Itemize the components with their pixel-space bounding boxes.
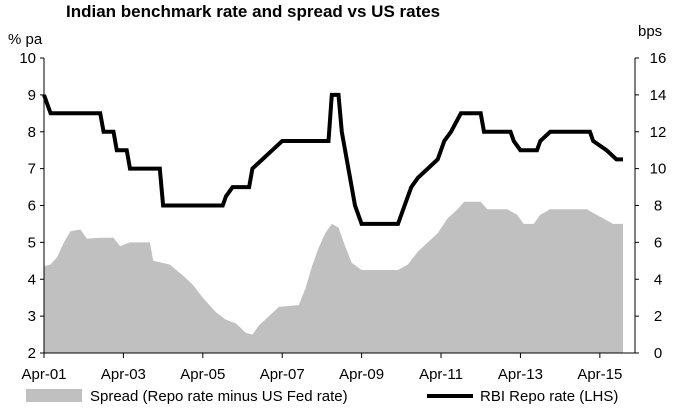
x-tick-label: Apr-03 (101, 366, 146, 383)
left-tick-label: 2 (28, 345, 36, 362)
legend-label-spread: Spread (Repo rate minus US Fed rate) (90, 388, 348, 405)
left-tick-label: 4 (28, 271, 36, 288)
right-tick-label: 12 (650, 124, 667, 141)
spread-area-layer (44, 201, 623, 353)
right-tick-label: 8 (654, 198, 662, 215)
repo-rate-line-layer (42, 92, 623, 226)
left-tick-label: 10 (19, 50, 36, 67)
x-tick-label: Apr-09 (339, 366, 384, 383)
chart-title: Indian benchmark rate and spread vs US r… (66, 2, 440, 21)
legend-label-repo: RBI Repo rate (LHS) (480, 388, 618, 405)
right-tick-label: 14 (650, 87, 667, 104)
legend-swatch-spread (26, 389, 82, 402)
right-tick-label: 2 (654, 308, 662, 325)
x-tick-label: Apr-15 (577, 366, 622, 383)
right-tick-label: 4 (654, 271, 662, 288)
right-tick-label: 10 (650, 161, 667, 178)
left-tick-label: 7 (28, 161, 36, 178)
left-tick-label: 6 (28, 198, 36, 215)
left-tick-label: 9 (28, 87, 36, 104)
left-tick-label: 8 (28, 124, 36, 141)
x-tick-label: Apr-13 (498, 366, 543, 383)
axes-layer: 2 3 4 5 6 7 8 9 10 0 2 4 6 8 10 12 14 16 Apr-01 Apr-03 Apr-0… (19, 50, 666, 383)
x-tick-label: Apr-05 (180, 366, 225, 383)
right-axis-unit: bps (638, 23, 662, 40)
left-tick-label: 5 (28, 234, 36, 251)
legend: Spread (Repo rate minus US Fed rate) RBI… (26, 388, 618, 405)
x-tick-label: Apr-01 (21, 366, 66, 383)
right-tick-label: 6 (654, 234, 662, 251)
x-tick-label: Apr-11 (419, 366, 463, 383)
x-tick-label: Apr-07 (260, 366, 305, 383)
spread-area (44, 201, 623, 353)
right-tick-label: 0 (654, 345, 662, 362)
repo-rate-line (42, 92, 623, 226)
left-axis-unit: % pa (8, 31, 43, 48)
left-tick-label: 3 (28, 308, 36, 325)
right-tick-label: 16 (650, 50, 667, 67)
